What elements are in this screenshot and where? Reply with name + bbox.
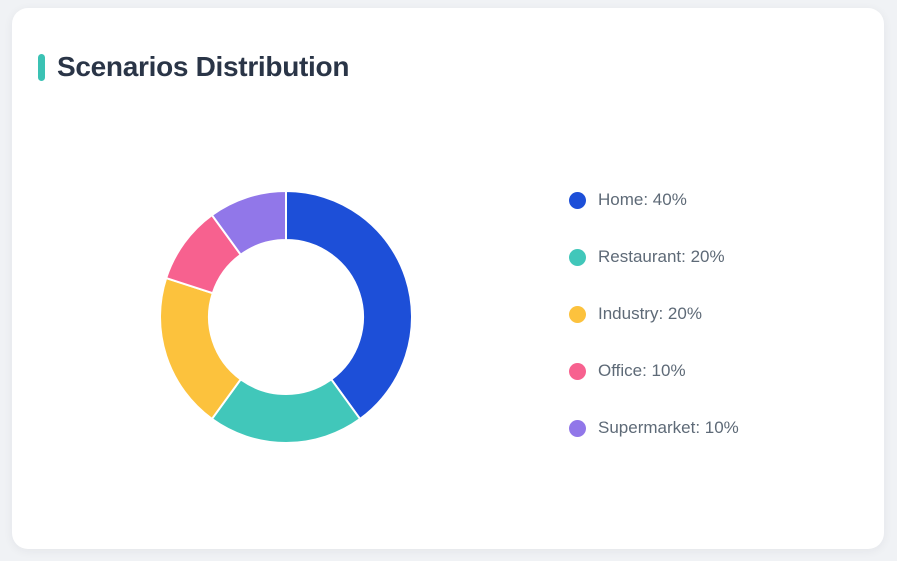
legend-dot-office [569, 362, 586, 380]
legend-dot-home [569, 191, 586, 209]
scenarios-distribution-card: Scenarios Distribution Home: 40% Restaura… [12, 8, 884, 549]
legend-label: Supermarket: 10% [598, 418, 739, 437]
legend-label: Home: 40% [598, 190, 687, 209]
legend-item-office[interactable]: Office: 10% [569, 361, 739, 381]
donut-chart [159, 190, 413, 444]
donut-segment-supermarket[interactable] [210, 190, 287, 256]
legend-item-supermarket[interactable]: Supermarket: 10% [569, 418, 739, 438]
legend-label: Office: 10% [598, 361, 686, 380]
chart-legend: Home: 40% Restaurant: 20% Industry: 20% Off… [569, 190, 739, 438]
legend-dot-industry [569, 305, 586, 323]
legend-dot-restaurant [569, 248, 586, 266]
card-header: Scenarios Distribution [38, 51, 350, 82]
legend-item-industry[interactable]: Industry: 20% [569, 304, 739, 324]
donut-segment-home[interactable] [285, 190, 413, 420]
title-accent-bar [38, 53, 45, 81]
legend-item-home[interactable]: Home: 40% [569, 190, 739, 210]
legend-label: Industry: 20% [598, 304, 702, 323]
legend-label: Restaurant: 20% [598, 247, 725, 266]
page-title: Scenarios Distribution [57, 51, 350, 82]
legend-dot-supermarket [569, 419, 586, 437]
legend-item-restaurant[interactable]: Restaurant: 20% [569, 247, 739, 267]
